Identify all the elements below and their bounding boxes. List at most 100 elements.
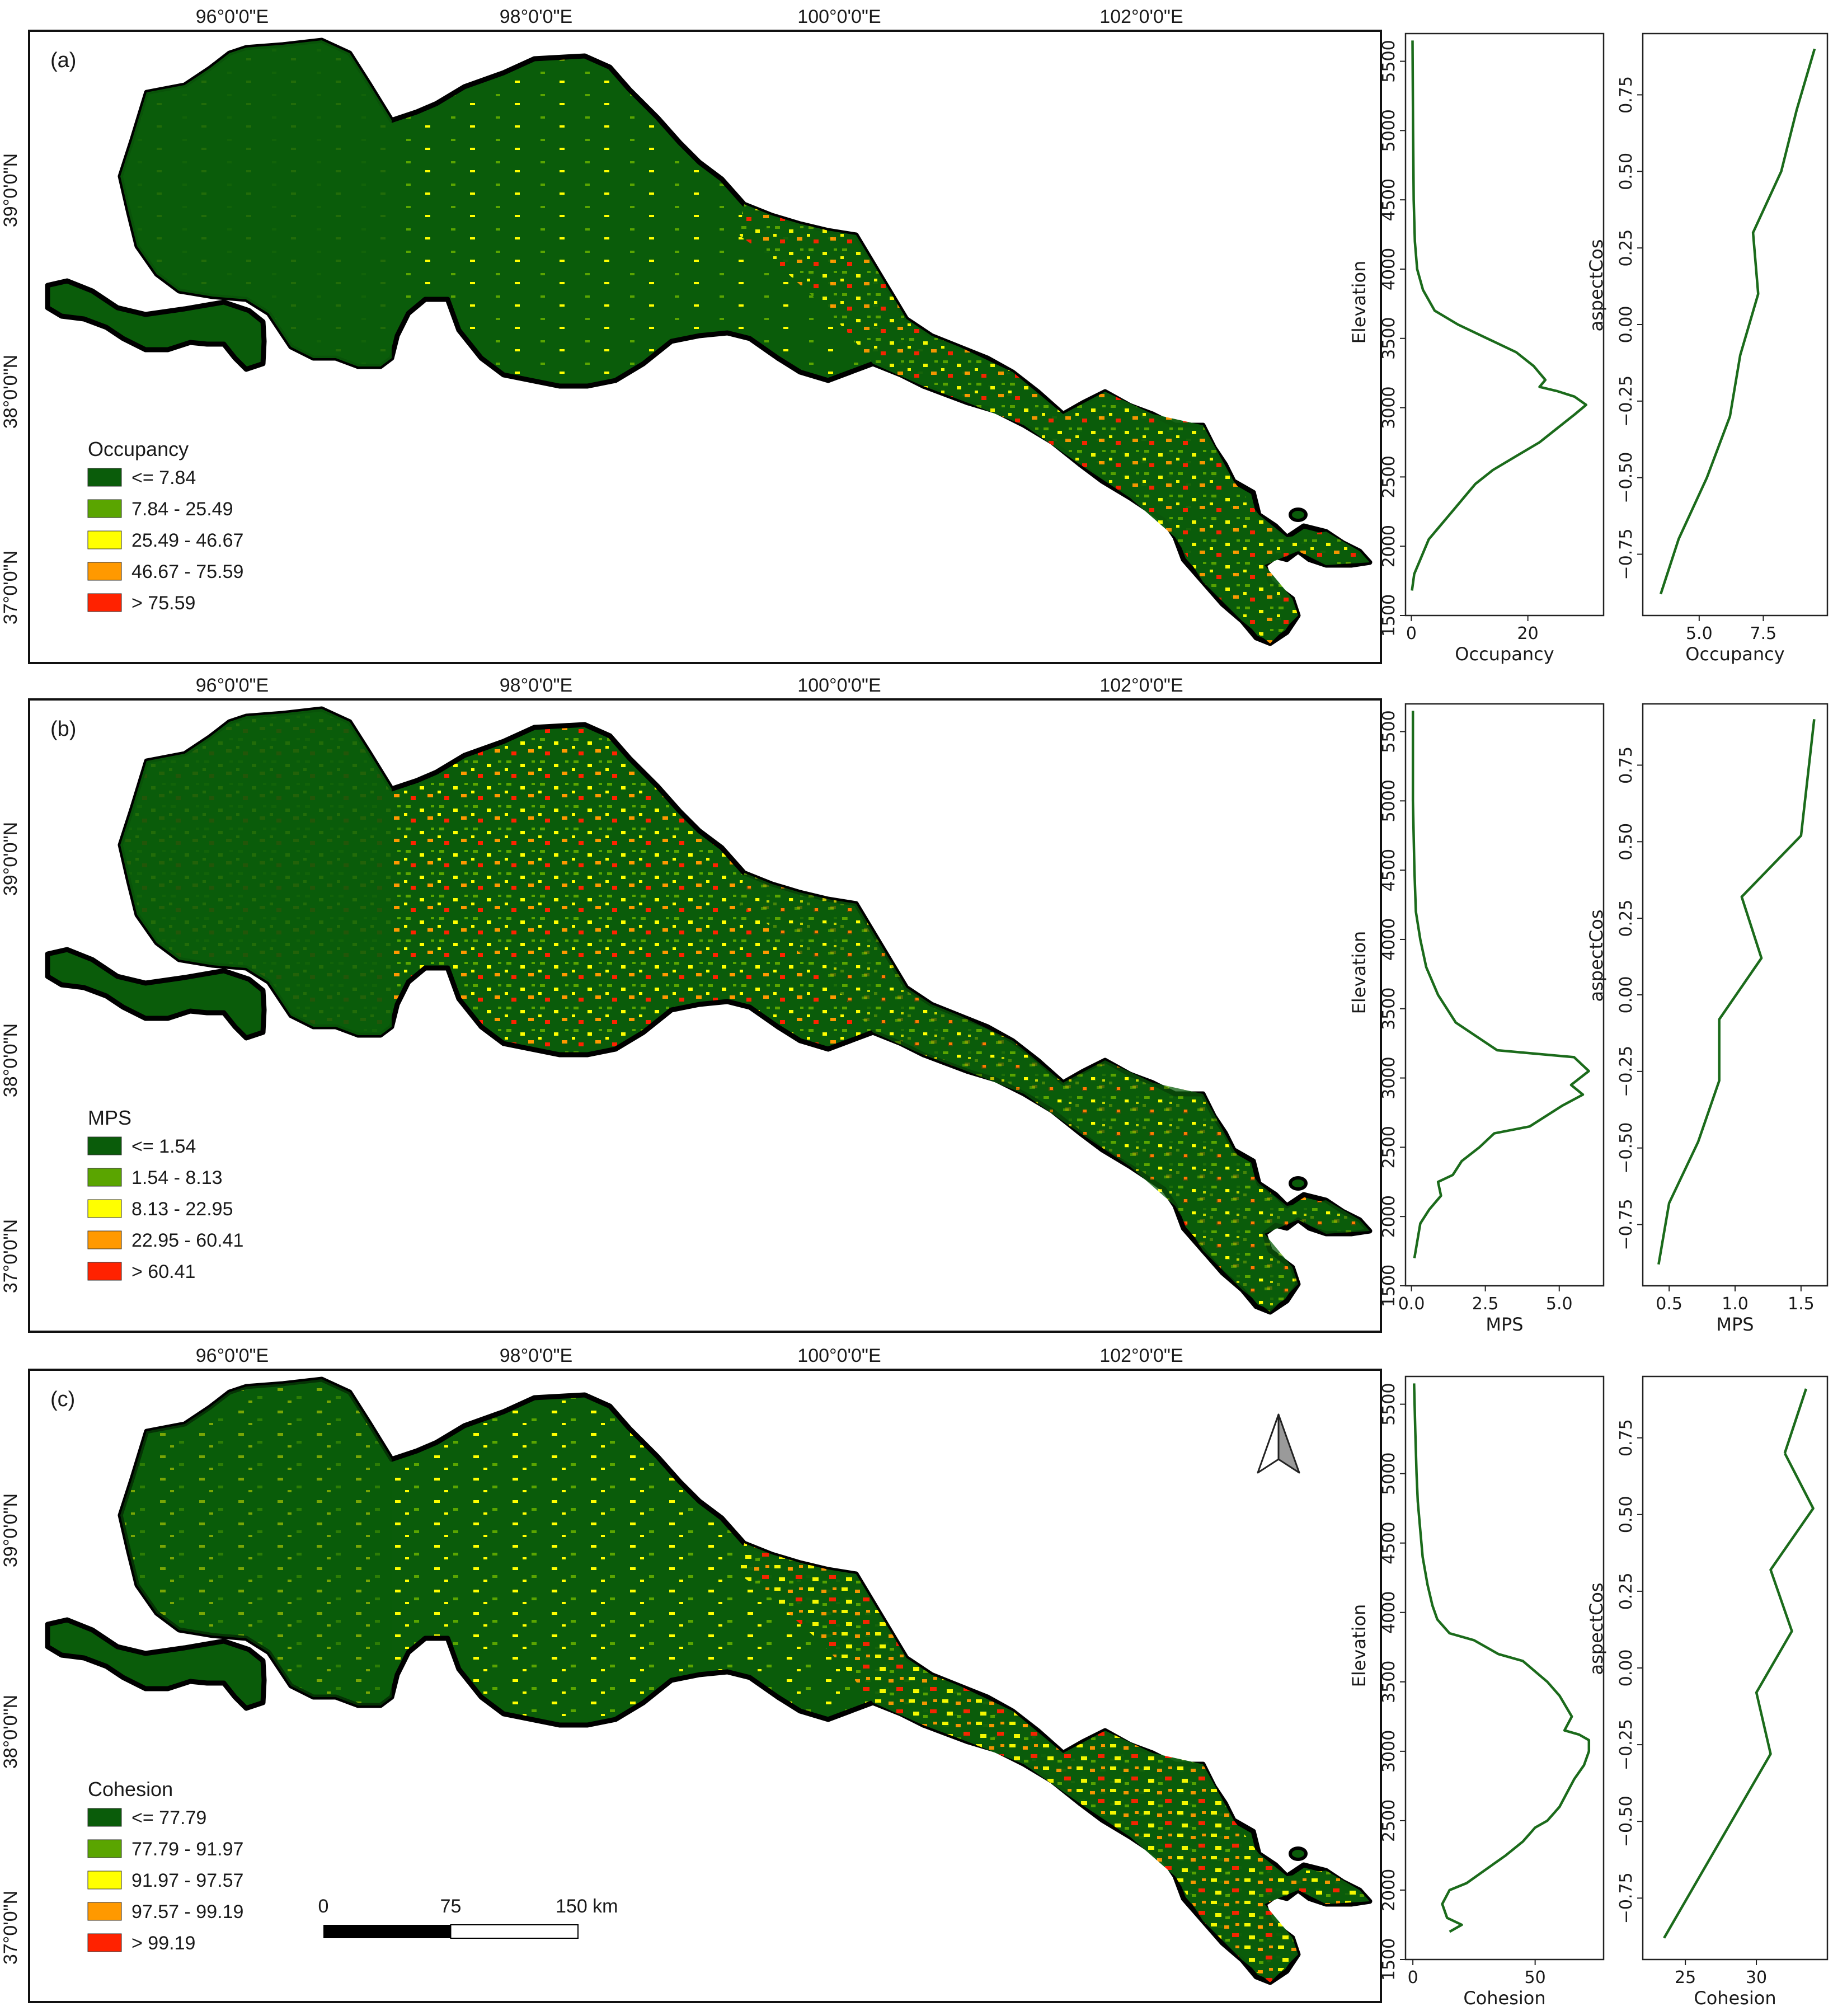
y-tick-label: 0.00 [1616, 1650, 1636, 1687]
legend: MPS<= 1.54 1.54 - 8.13 8.13 - 22.95 22.95 -… [87, 1106, 243, 1282]
aspect-profile-plot: −0.75 −0.50 −0.25 0.00 0.25 0.50 0.75 5.0 7.5Occ… [1586, 32, 1829, 665]
study-region [45, 706, 1373, 1315]
low-density-zone [120, 709, 392, 1035]
y-tick-label: 4000 [1379, 248, 1399, 290]
y-tick-label: −0.25 [1616, 375, 1636, 427]
x-axis-label: Cohesion [1694, 1987, 1776, 2009]
longitude-label: 98°0'0"E [500, 6, 572, 27]
y-tick-label: 5500 [1379, 710, 1399, 753]
y-tick-label: 0.50 [1616, 823, 1636, 861]
plot-frame [1404, 703, 1605, 1287]
region-west-arm [45, 1617, 267, 1711]
legend-swatch [87, 1902, 122, 1921]
x-axis-label: MPS [1486, 1314, 1523, 1335]
study-region [45, 37, 1373, 646]
plot-frame [1642, 1375, 1829, 1961]
y-axis-label: Elevation [1348, 261, 1370, 344]
y-tick-label: 3500 [1379, 988, 1399, 1030]
legend-swatch [87, 1230, 122, 1249]
y-tick-label: 4500 [1379, 178, 1399, 221]
longitude-label: 98°0'0"E [500, 1345, 572, 1366]
legend-label: <= 7.84 [131, 467, 196, 488]
hotspot-zone [739, 204, 1370, 643]
hotspot-zone [739, 873, 1370, 1312]
region-main [118, 1376, 1373, 1985]
aspect-curve [1657, 719, 1816, 1265]
elevation-curve [1411, 711, 1590, 1258]
legend-label: 77.79 - 91.97 [131, 1839, 243, 1860]
scale-bar-label: 150 km [556, 1896, 618, 1917]
legend-swatch [87, 1808, 122, 1827]
panel-tag: (b) [50, 717, 76, 741]
region-main [118, 706, 1373, 1315]
x-tick-label: 1.0 [1722, 1294, 1749, 1314]
panel-tag: (a) [50, 49, 76, 72]
y-tick-label: 0.00 [1616, 976, 1636, 1014]
y-axis-label: aspectCos [1586, 239, 1607, 331]
y-tick-label: 2500 [1379, 455, 1399, 498]
hotspot-zone [739, 1543, 1370, 1982]
scale-bar-label: 0 [318, 1896, 329, 1917]
scale-bar: 0 75 150 km [318, 1896, 618, 1939]
region-west-arm [45, 947, 267, 1041]
legend-swatch [87, 1839, 122, 1858]
longitude-label: 102°0'0"E [1099, 6, 1183, 27]
elevation-curve [1413, 1383, 1591, 1933]
longitude-label: 96°0'0"E [196, 1345, 269, 1366]
legend-label: 46.67 - 75.59 [131, 561, 243, 582]
latitude-label: 38°0'0"N [0, 355, 21, 429]
legend-label: > 99.19 [131, 1933, 195, 1954]
panel-tag: (c) [50, 1388, 75, 1411]
aspect-curve [1659, 48, 1816, 595]
latitude-label: 39°0'0"N [0, 822, 21, 896]
latitude-label: 38°0'0"N [0, 1023, 21, 1097]
y-tick-label: 5000 [1379, 109, 1399, 152]
y-tick-label: 5000 [1379, 1452, 1399, 1495]
y-tick-label: 0.50 [1616, 153, 1636, 190]
y-axis-label: aspectCos [1586, 909, 1607, 1002]
y-tick-label: 2500 [1379, 1126, 1399, 1168]
y-tick-label: 3500 [1379, 1661, 1399, 1703]
latitude-label: 37°0'0"N [0, 1219, 21, 1293]
y-tick-label: 0.75 [1616, 76, 1636, 114]
x-tick-label: 0.0 [1398, 1294, 1425, 1314]
y-tick-label: −0.75 [1616, 1872, 1636, 1924]
y-tick-label: 0.25 [1616, 1572, 1636, 1610]
x-axis-label: MPS [1716, 1314, 1754, 1335]
panel-a: 96°0'0"E 98°0'0"E 100°0'0"E 102°0'0"E 39°0'0… [0, 6, 1382, 664]
y-tick-label: 4500 [1379, 849, 1399, 891]
north-arrow-icon [1257, 1413, 1300, 1474]
panel-c: 96°0'0"E 98°0'0"E 100°0'0"E 102°0'0"E 39°0'0… [0, 1345, 1382, 2003]
x-tick-label: 0 [1406, 624, 1417, 643]
x-tick-label: 0.5 [1656, 1294, 1682, 1314]
legend-label: <= 77.79 [131, 1807, 206, 1829]
legend-swatch [87, 1871, 122, 1890]
scale-bar-black [323, 1925, 451, 1938]
elevation-profile-plot: 1500 2000 2500 3000 3500 4000 4500 5000 5500 0 50C… [1348, 1375, 1605, 2009]
latitude-label: 37°0'0"N [0, 551, 21, 624]
x-tick-label: 5.0 [1546, 1294, 1573, 1314]
y-tick-label: 3000 [1379, 386, 1399, 429]
longitude-label: 100°0'0"E [797, 1345, 881, 1366]
y-axis-label: Elevation [1348, 931, 1370, 1014]
region-west-arm [45, 278, 267, 372]
y-tick-label: 0.00 [1616, 306, 1636, 344]
legend-swatch [87, 1199, 122, 1218]
legend-title: MPS [88, 1106, 131, 1129]
x-tick-label: 50 [1525, 1968, 1546, 1987]
y-axis-label: aspectCos [1586, 1582, 1607, 1675]
x-tick-label: 2.5 [1472, 1294, 1499, 1314]
legend-label: 22.95 - 60.41 [131, 1230, 243, 1251]
y-tick-label: 2000 [1379, 1869, 1399, 1911]
longitude-label: 102°0'0"E [1099, 675, 1183, 696]
y-tick-label: 1500 [1379, 1938, 1399, 1981]
y-axis-label: Elevation [1348, 1604, 1370, 1688]
latitude-label: 39°0'0"N [0, 153, 21, 227]
legend-swatch [87, 1136, 122, 1155]
plot-frame [1404, 32, 1605, 617]
y-tick-label: −0.25 [1616, 1046, 1636, 1097]
y-tick-label: 5500 [1379, 40, 1399, 82]
x-tick-label: 25 [1675, 1968, 1696, 1987]
legend-swatch [87, 593, 122, 612]
legend-label: 7.84 - 25.49 [131, 499, 233, 520]
